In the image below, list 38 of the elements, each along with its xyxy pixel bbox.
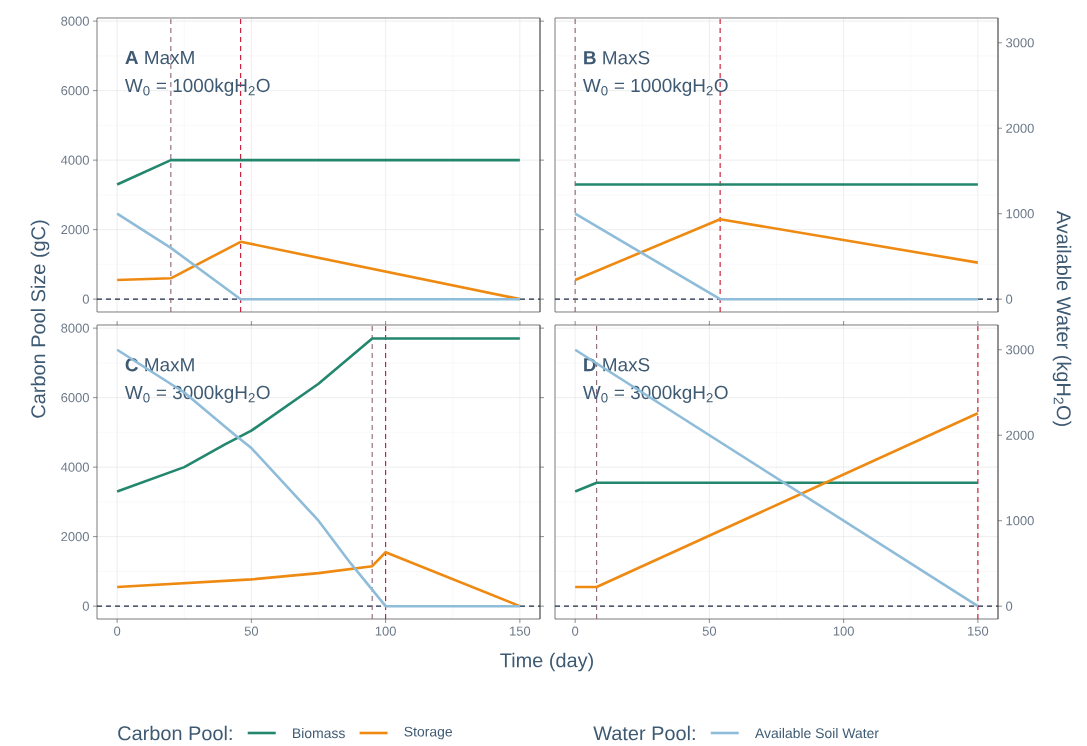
- annotation: A MaxM: [125, 51, 194, 65]
- y2-tick-label: 0: [1006, 294, 1013, 304]
- legend-title: Carbon Pool:: [118, 725, 232, 741]
- y-tick-label: 8000: [61, 323, 89, 333]
- x-tick-label: 100: [833, 626, 854, 636]
- x-tick-label: 50: [244, 626, 259, 636]
- y2-tick-label: 1000: [1006, 516, 1034, 526]
- y2-tick-label: 2000: [1006, 123, 1034, 133]
- x-tick-label: 150: [510, 626, 531, 636]
- y-tick-label: 2000: [61, 225, 89, 235]
- y-tick-label: 6000: [61, 393, 89, 403]
- y-tick-label: 2000: [61, 532, 89, 542]
- legend-label: Storage: [404, 726, 453, 740]
- x-tick-label: 50: [702, 626, 717, 636]
- legend-label: Biomass: [293, 727, 345, 739]
- y-tick-label: 6000: [61, 86, 89, 96]
- y-tick-label: 4000: [60, 155, 89, 165]
- annotation: W$_{0}$ = 1000kgH$_{2}$O: [124, 78, 270, 96]
- y2-tick-label: 0: [1006, 601, 1013, 611]
- legend-title: Water Pool:: [593, 725, 695, 741]
- legend-label: Available Soil Water: [754, 727, 879, 739]
- annotation: W$_{0}$ = 1000kgH$_{2}$O: [582, 78, 728, 96]
- y2-tick-label: 3000: [1006, 345, 1034, 355]
- y-tick-label: 0: [82, 601, 89, 611]
- y-tick-label: 4000: [60, 462, 89, 472]
- x-tick-label: 0: [114, 626, 121, 636]
- x-tick-label: 0: [572, 626, 579, 636]
- y-axis-title: Carbon Pool Size (gC): [30, 220, 50, 418]
- x-axis-title: Time (day): [500, 652, 593, 672]
- y-tick-label: 8000: [61, 16, 89, 26]
- y2-axis-title: Available Water (kgH$_{2}$O): [1052, 210, 1072, 426]
- y2-tick-label: 1000: [1006, 209, 1034, 219]
- annotation: B MaxS: [584, 50, 650, 65]
- x-tick-label: 100: [375, 626, 396, 636]
- x-tick-label: 150: [968, 626, 989, 636]
- y2-tick-label: 2000: [1006, 430, 1034, 440]
- y-tick-label: 0: [82, 294, 89, 304]
- y2-tick-label: 3000: [1006, 38, 1034, 48]
